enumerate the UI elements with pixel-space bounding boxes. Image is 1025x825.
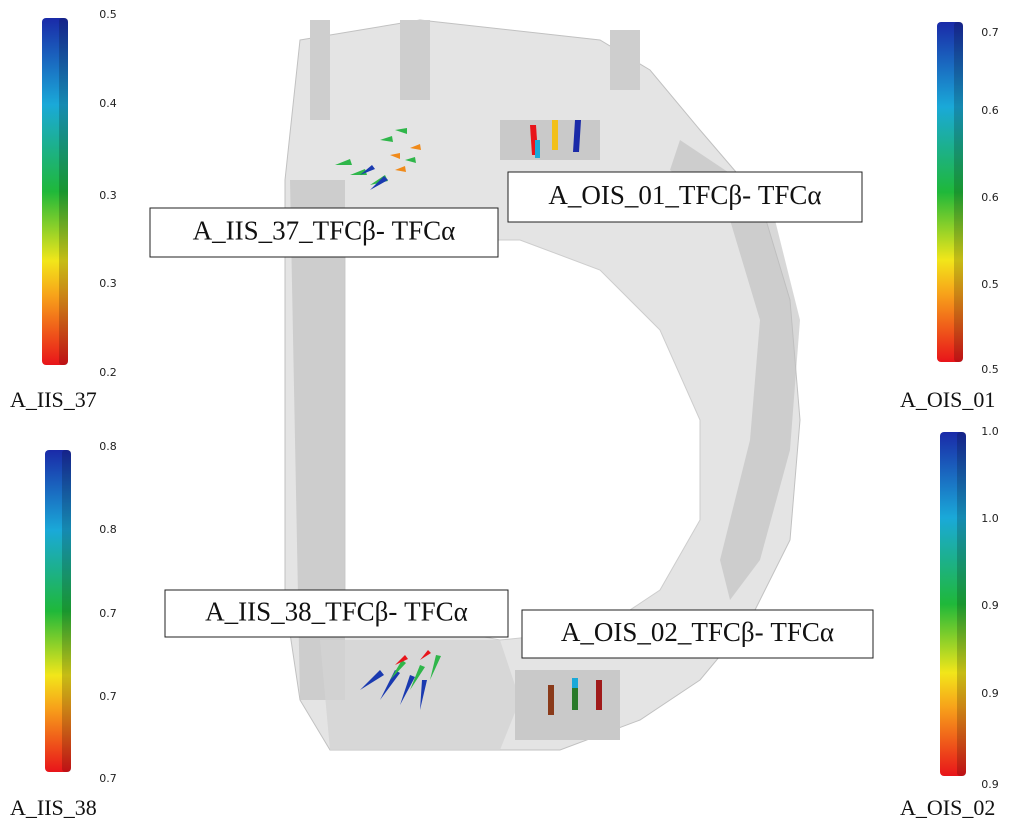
colorbar: 0.80.80.70.70.7A_IIS_38 — [10, 440, 117, 820]
colorbar: 1.0 1.0 0.9 0.9 0.9 A_OIS_02 — [900, 425, 999, 820]
colorbar-shade — [59, 18, 68, 365]
colorbar-title: A_IIS_37 — [10, 387, 97, 412]
tick-label: 0.7 — [981, 26, 999, 39]
tick-label: 0.7 — [99, 607, 117, 620]
tick-label: 0.7 — [99, 690, 117, 703]
colorbar: 0.7 0.6 0.6 0.5 0.5 A_OIS_01 — [900, 22, 999, 412]
tick-label: 0.7 — [99, 772, 117, 785]
label-text: A_IIS_37_TFCβ- TFCα — [193, 216, 456, 246]
colorbar-shade — [957, 432, 966, 776]
tick-label: 0.6 — [981, 191, 999, 204]
tick-label: 0.9 — [981, 599, 999, 612]
colorbar-shade — [62, 450, 71, 772]
tick-label: 0.6 — [981, 104, 999, 117]
tick-label: 0.5 — [981, 278, 999, 291]
colorbar: 0.5 0.4 0.3 0.3 0.2A_IIS_37 — [10, 8, 117, 412]
tick-label: 0.4 — [99, 97, 117, 110]
label-text: A_IIS_38_TFCβ- TFCα — [205, 597, 468, 627]
label-text: A_OIS_01_TFCβ- TFCα — [548, 180, 821, 210]
tick-label: 0.5 — [99, 8, 117, 21]
tick-label: 0.2 — [99, 366, 117, 379]
colorbar-shade — [954, 22, 963, 362]
tick-label: 0.5 — [981, 363, 999, 376]
tick-label: 0.8 — [99, 440, 117, 453]
tick-label: 0.9 — [981, 687, 999, 700]
label: A_OIS_01_TFCβ- TFCα — [508, 172, 862, 222]
visualization: 0.5 0.4 0.3 0.3 0.2A_IIS_37 0.7 0.6 0.6 0.5 0.5 A_… — [0, 0, 1025, 825]
tick-label: 0.9 — [981, 778, 999, 791]
tick-label: 0.3 — [99, 277, 117, 290]
tick-label: 1.0 — [981, 425, 999, 438]
tick-label: 1.0 — [981, 512, 999, 525]
tick-label: 0.8 — [99, 523, 117, 536]
label: A_OIS_02_TFCβ- TFCα — [522, 610, 873, 658]
colorbar-title: A_OIS_01 — [900, 387, 995, 412]
colorbar-title: A_OIS_02 — [900, 795, 995, 820]
colorbar-title: A_IIS_38 — [10, 795, 97, 820]
tick-label: 0.3 — [99, 189, 117, 202]
label: A_IIS_37_TFCβ- TFCα — [150, 208, 498, 257]
label: A_IIS_38_TFCβ- TFCα — [165, 590, 508, 637]
label-text: A_OIS_02_TFCβ- TFCα — [561, 617, 834, 647]
